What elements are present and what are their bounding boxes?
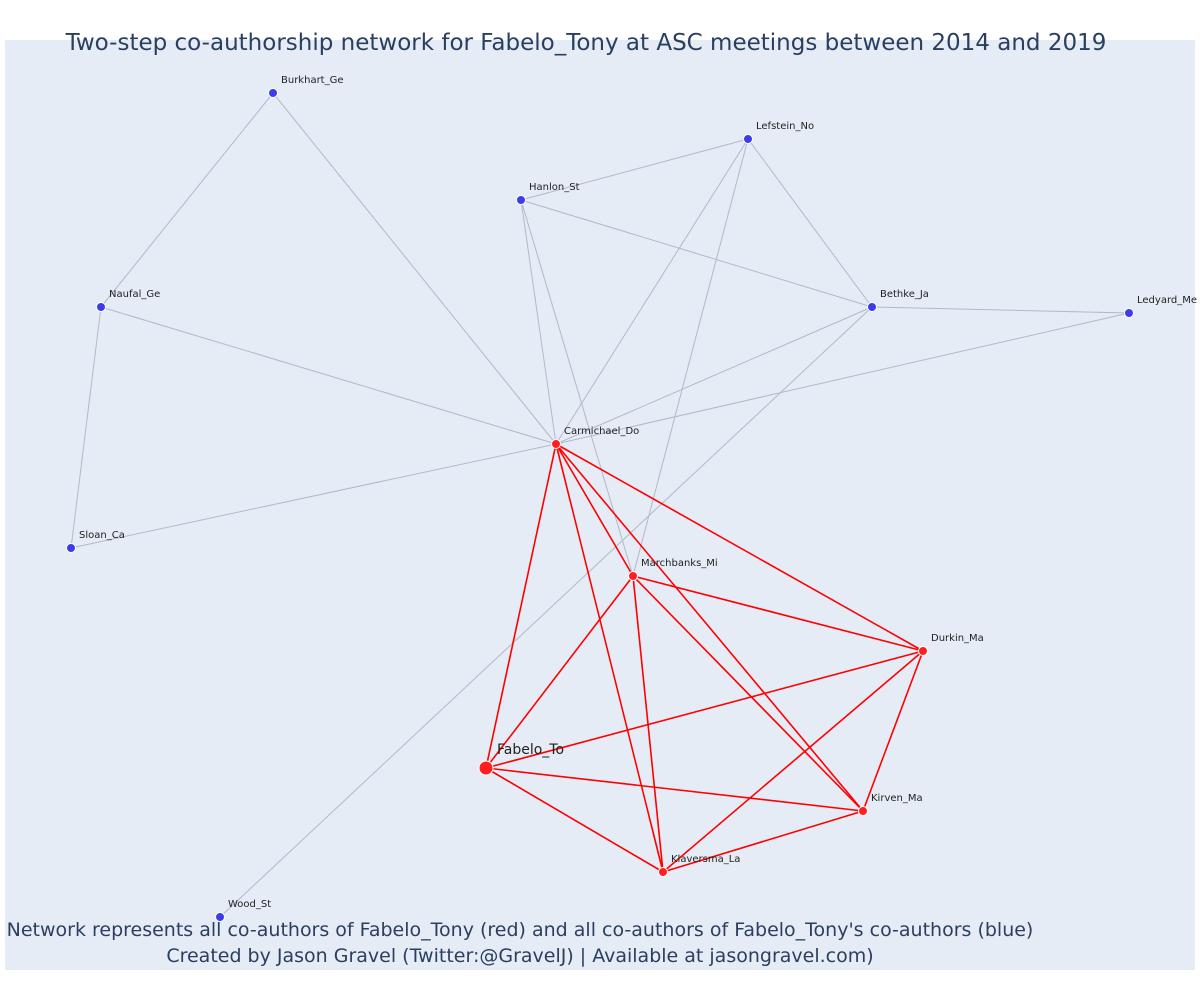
node-marker[interactable] <box>478 760 494 776</box>
node-label: Ledyard_Me <box>1137 295 1197 306</box>
node-label: Marchbanks_Mi <box>641 558 718 569</box>
edge-Fabelo_To-Klaversma_La <box>485 767 664 873</box>
node-marker[interactable] <box>268 88 278 98</box>
node-label: Burkhart_Ge <box>281 75 344 86</box>
caption-line-1: Network represents all co-authors of Fab… <box>6 919 1034 941</box>
node-Bethke_Ja[interactable]: Bethke_Ja <box>867 289 929 312</box>
node-marker[interactable] <box>1124 308 1134 318</box>
plot-area <box>5 40 1195 970</box>
caption-line-2: Created by Jason Gravel (Twitter:@Gravel… <box>166 945 874 967</box>
edge-Durkin_Ma-Klaversma_La <box>662 650 924 873</box>
edge-Fabelo_To-Kirven_Ma <box>485 767 864 812</box>
node-Ledyard_Me[interactable]: Ledyard_Me <box>1124 295 1198 318</box>
node-label: Sloan_Ca <box>79 530 125 541</box>
node-Burkhart_Ge[interactable]: Burkhart_Ge <box>268 75 344 98</box>
node-label: Bethke_Ja <box>880 289 929 300</box>
edge-Lefstein_No-Carmichael_Do <box>555 138 749 445</box>
edge-Carmichael_Do-Klaversma_La <box>555 443 664 873</box>
node-marker[interactable] <box>858 806 868 816</box>
edge-Carmichael_Do-Kirven_Ma <box>555 443 864 812</box>
edge-Carmichael_Do-Marchbanks_Mi <box>555 443 634 577</box>
edge-Bethke_Ja-Carmichael_Do <box>555 306 873 445</box>
node-Naufal_Ge[interactable]: Naufal_Ge <box>96 289 161 312</box>
edge-Lefstein_No-Bethke_Ja <box>747 138 873 308</box>
edge-Hanlon_St-Bethke_Ja <box>520 199 873 308</box>
chart-title: Two-step co-authorship network for Fabel… <box>65 30 1107 56</box>
node-marker[interactable] <box>516 195 526 205</box>
node-marker[interactable] <box>628 571 638 581</box>
edge-Fabelo_To-Durkin_Ma <box>485 650 924 769</box>
node-Marchbanks_Mi[interactable]: Marchbanks_Mi <box>628 558 718 581</box>
node-marker[interactable] <box>743 134 753 144</box>
edge-Burkhart_Ge-Naufal_Ge <box>100 92 274 308</box>
edge-Kirven_Ma-Klaversma_La <box>662 810 864 873</box>
edge-Naufal_Ge-Carmichael_Do <box>100 306 557 445</box>
node-marker[interactable] <box>96 302 106 312</box>
node-Klaversma_La[interactable]: Klaversma_La <box>658 854 741 877</box>
edge-Durkin_Ma-Kirven_Ma <box>862 650 924 812</box>
node-label: Carmichael_Do <box>564 426 639 437</box>
node-Hanlon_St[interactable]: Hanlon_St <box>516 182 580 205</box>
edge-Naufal_Ge-Sloan_Ca <box>70 306 102 549</box>
node-marker[interactable] <box>551 439 561 449</box>
node-label: Kirven_Ma <box>871 793 923 804</box>
edge-Hanlon_St-Marchbanks_Mi <box>520 199 634 577</box>
node-marker[interactable] <box>66 543 76 553</box>
node-label: Durkin_Ma <box>931 633 984 644</box>
edge-Burkhart_Ge-Carmichael_Do <box>272 92 557 445</box>
nodes-layer: Burkhart_Ge Lefstein_No Hanlon_St Naufal_Ge… <box>66 75 1198 922</box>
node-Kirven_Ma[interactable]: Kirven_Ma <box>858 793 923 816</box>
edge-Marchbanks_Mi-Kirven_Ma <box>632 575 864 812</box>
edge-Lefstein_No-Marchbanks_Mi <box>632 138 749 577</box>
edge-Sloan_Ca-Carmichael_Do <box>70 443 557 549</box>
node-label: Klaversma_La <box>671 854 740 865</box>
node-marker[interactable] <box>918 646 928 656</box>
edge-Marchbanks_Mi-Durkin_Ma <box>632 575 924 652</box>
node-marker[interactable] <box>658 867 668 877</box>
edge-Carmichael_Do-Durkin_Ma <box>555 443 924 652</box>
node-label: Wood_St <box>228 899 271 910</box>
edges-layer <box>70 92 1130 918</box>
edge-Carmichael_Do-Fabelo_To <box>485 443 557 769</box>
node-label: Naufal_Ge <box>109 289 160 300</box>
node-Wood_St[interactable]: Wood_St <box>215 899 272 922</box>
edge-Bethke_Ja-Ledyard_Me <box>871 306 1130 314</box>
node-marker[interactable] <box>867 302 877 312</box>
node-Lefstein_No[interactable]: Lefstein_No <box>743 121 815 144</box>
edge-Hanlon_St-Carmichael_Do <box>520 199 557 445</box>
edge-Hanlon_St-Lefstein_No <box>520 138 749 201</box>
node-Durkin_Ma[interactable]: Durkin_Ma <box>918 633 984 656</box>
node-Carmichael_Do[interactable]: Carmichael_Do <box>551 426 640 449</box>
node-Sloan_Ca[interactable]: Sloan_Ca <box>66 530 125 553</box>
node-Fabelo_To[interactable]: Fabelo_To <box>478 742 564 776</box>
node-label: Fabelo_To <box>497 742 564 758</box>
node-label: Hanlon_St <box>529 182 580 193</box>
node-label: Lefstein_No <box>756 121 814 132</box>
edge-Bethke_Ja-Wood_St <box>219 306 873 918</box>
edge-Marchbanks_Mi-Fabelo_To <box>485 575 634 769</box>
node-marker[interactable] <box>215 912 225 922</box>
edge-Ledyard_Me-Carmichael_Do <box>555 312 1130 445</box>
